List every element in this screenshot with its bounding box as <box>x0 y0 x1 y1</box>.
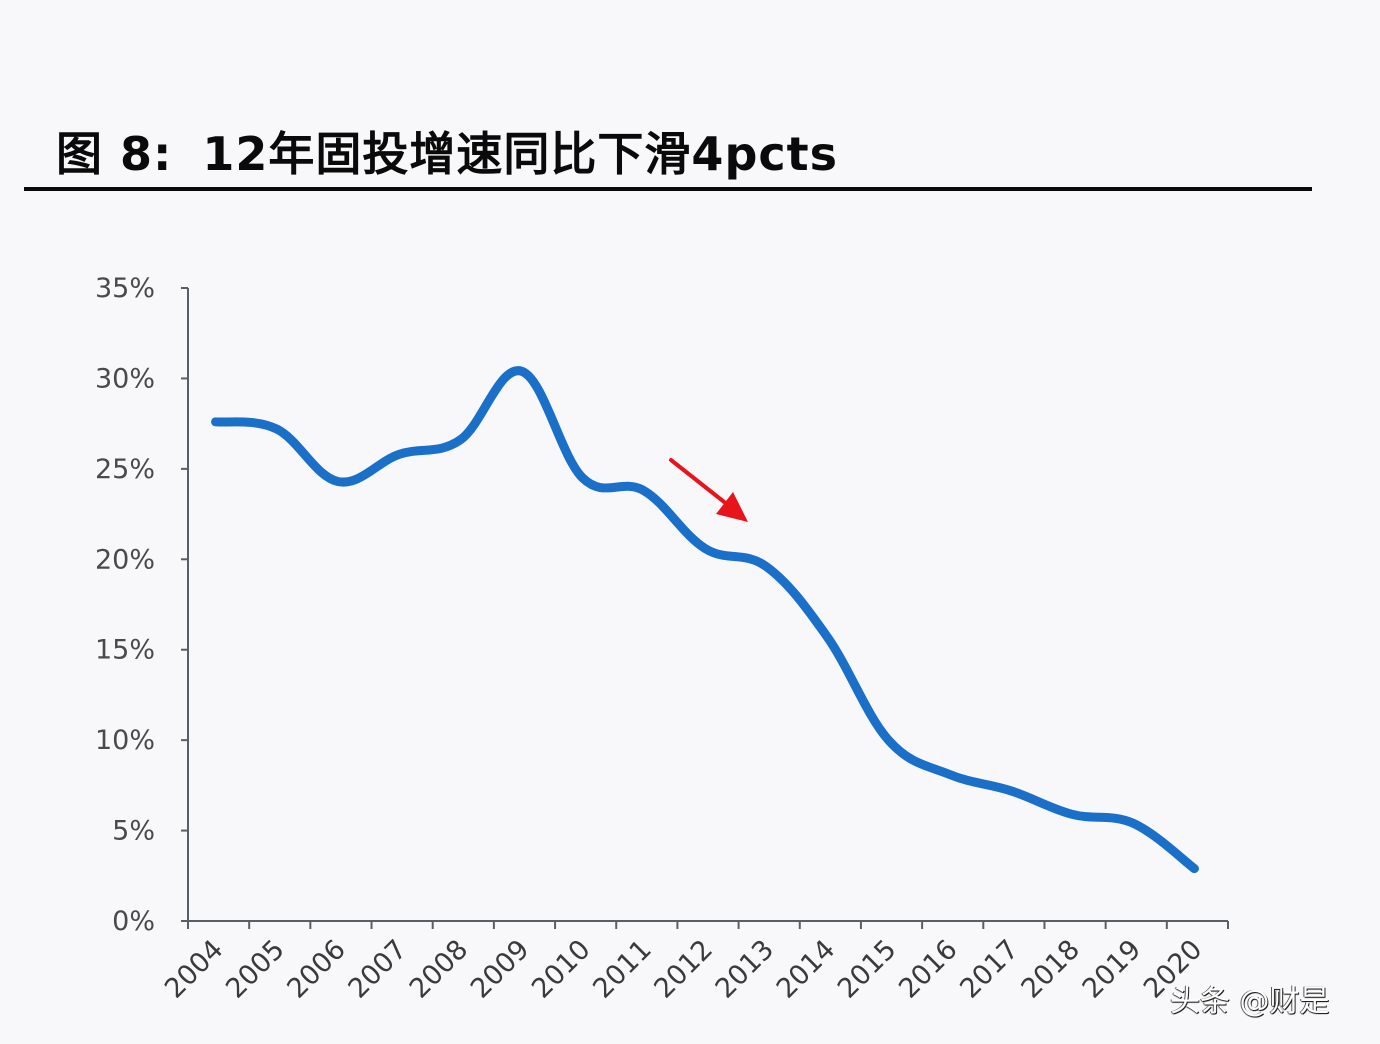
x-tick-label: 2017 <box>954 934 1025 1005</box>
x-axis: 2004200520062007200820092010201120122013… <box>159 920 1229 1005</box>
y-tick-label: 35% <box>95 273 155 304</box>
x-tick-label: 2019 <box>1077 934 1148 1005</box>
x-tick-label: 2015 <box>832 934 903 1005</box>
trend-arrow-icon <box>669 458 748 522</box>
x-tick-label: 2010 <box>526 934 597 1005</box>
x-tick-label: 2008 <box>404 934 475 1005</box>
y-tick-label: 25% <box>95 454 155 485</box>
x-tick-label: 2012 <box>648 934 719 1005</box>
x-tick-label: 2016 <box>893 934 964 1005</box>
y-tick-label: 5% <box>112 816 155 847</box>
title-underline <box>24 187 1312 191</box>
x-tick-label: 2018 <box>1015 934 1086 1005</box>
y-tick-label: 10% <box>95 725 155 756</box>
x-tick-label: 2011 <box>587 934 658 1005</box>
chart-title: 图 8: 12年固投增速同比下滑4pcts <box>56 118 838 184</box>
y-axis: 0% 5% 10% 15% 20% 25% 30% 35% <box>95 273 189 937</box>
y-tick-label: 20% <box>95 544 155 575</box>
x-tick-label: 2006 <box>281 934 352 1005</box>
x-tick-label: 2005 <box>220 934 291 1005</box>
y-tick-label: 0% <box>112 906 155 937</box>
figure-label: 图 8: <box>56 127 173 181</box>
watermark: 头条 @财是 <box>1170 984 1330 1019</box>
x-tick-label: 2004 <box>159 934 230 1005</box>
y-tick-label: 30% <box>95 363 155 394</box>
x-tick-label: 2009 <box>465 934 536 1005</box>
y-tick-label: 15% <box>95 635 155 666</box>
x-tick-label: 2014 <box>771 934 842 1005</box>
x-tick-label: 2007 <box>343 934 414 1005</box>
series-line <box>211 366 1199 874</box>
title-text: 12年固投增速同比下滑4pcts <box>202 127 839 181</box>
x-tick-label: 2013 <box>710 934 781 1005</box>
